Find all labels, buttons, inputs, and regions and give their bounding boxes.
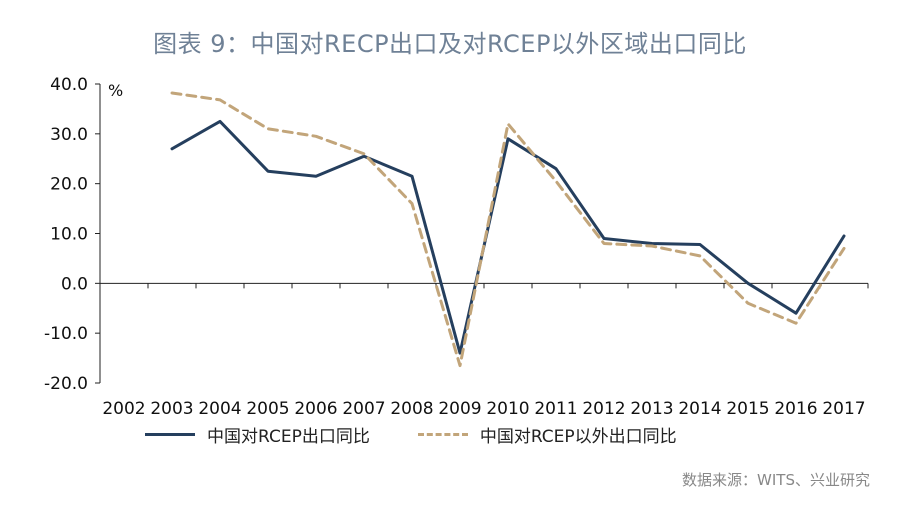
x-tick-label: 2012 (582, 399, 625, 419)
x-tick-label: 2004 (198, 399, 241, 419)
x-tick-label: 2015 (726, 399, 769, 419)
y-tick-label: 40.0 (50, 75, 88, 95)
x-tick-label: 2016 (774, 399, 817, 419)
y-tick-label: 0.0 (61, 274, 88, 294)
legend-swatch-solid (145, 433, 195, 436)
legend-label-non-rcep: 中国对RCEP以外出口同比 (479, 427, 677, 447)
legend-swatch-dashed (417, 433, 468, 436)
x-tick-label: 2002 (102, 399, 145, 419)
x-tick-label: 2007 (342, 399, 385, 419)
y-tick-label: -20.0 (44, 374, 88, 394)
x-tick-label: 2017 (822, 399, 865, 419)
legend-item-rcep: 中国对RCEP出口同比 (145, 422, 370, 447)
y-tick-label: 30.0 (50, 125, 88, 145)
y-tick-label: 10.0 (50, 225, 88, 245)
x-tick-label: 2011 (534, 399, 577, 419)
x-tick-label: 2013 (630, 399, 673, 419)
series-line-non-rcep (170, 91, 846, 368)
chart-axes: 40.030.020.010.00.0-10.0-20.0%2002 2003 20… (44, 75, 869, 419)
x-tick-label: 2005 (246, 399, 289, 419)
legend-item-non-rcep: 中国对RCEP以外出口同比 (417, 422, 677, 447)
y-tick-label: 20.0 (50, 175, 88, 195)
x-tick-label: 2014 (678, 399, 721, 419)
x-tick-label: 2003 (150, 399, 193, 419)
x-tick-label: 2010 (486, 399, 529, 419)
chart-title: 图表 9：中国对RECP出口及对RCEP以外区域出口同比 (153, 30, 747, 58)
legend-label-rcep: 中国对RCEP出口同比 (207, 427, 370, 447)
y-tick-label: -10.0 (44, 324, 88, 344)
source-note: 数据来源：WITS、兴业研究 (682, 471, 870, 489)
y-axis-unit: % (108, 81, 123, 100)
x-tick-label: 2006 (294, 399, 337, 419)
series-line-rcep (170, 119, 846, 355)
x-tick-label: 2009 (438, 399, 481, 419)
legend: 中国对RCEP出口同比 中国对RCEP以外出口同比 (145, 422, 725, 447)
chart-series (170, 91, 846, 368)
x-tick-label: 2008 (390, 399, 433, 419)
